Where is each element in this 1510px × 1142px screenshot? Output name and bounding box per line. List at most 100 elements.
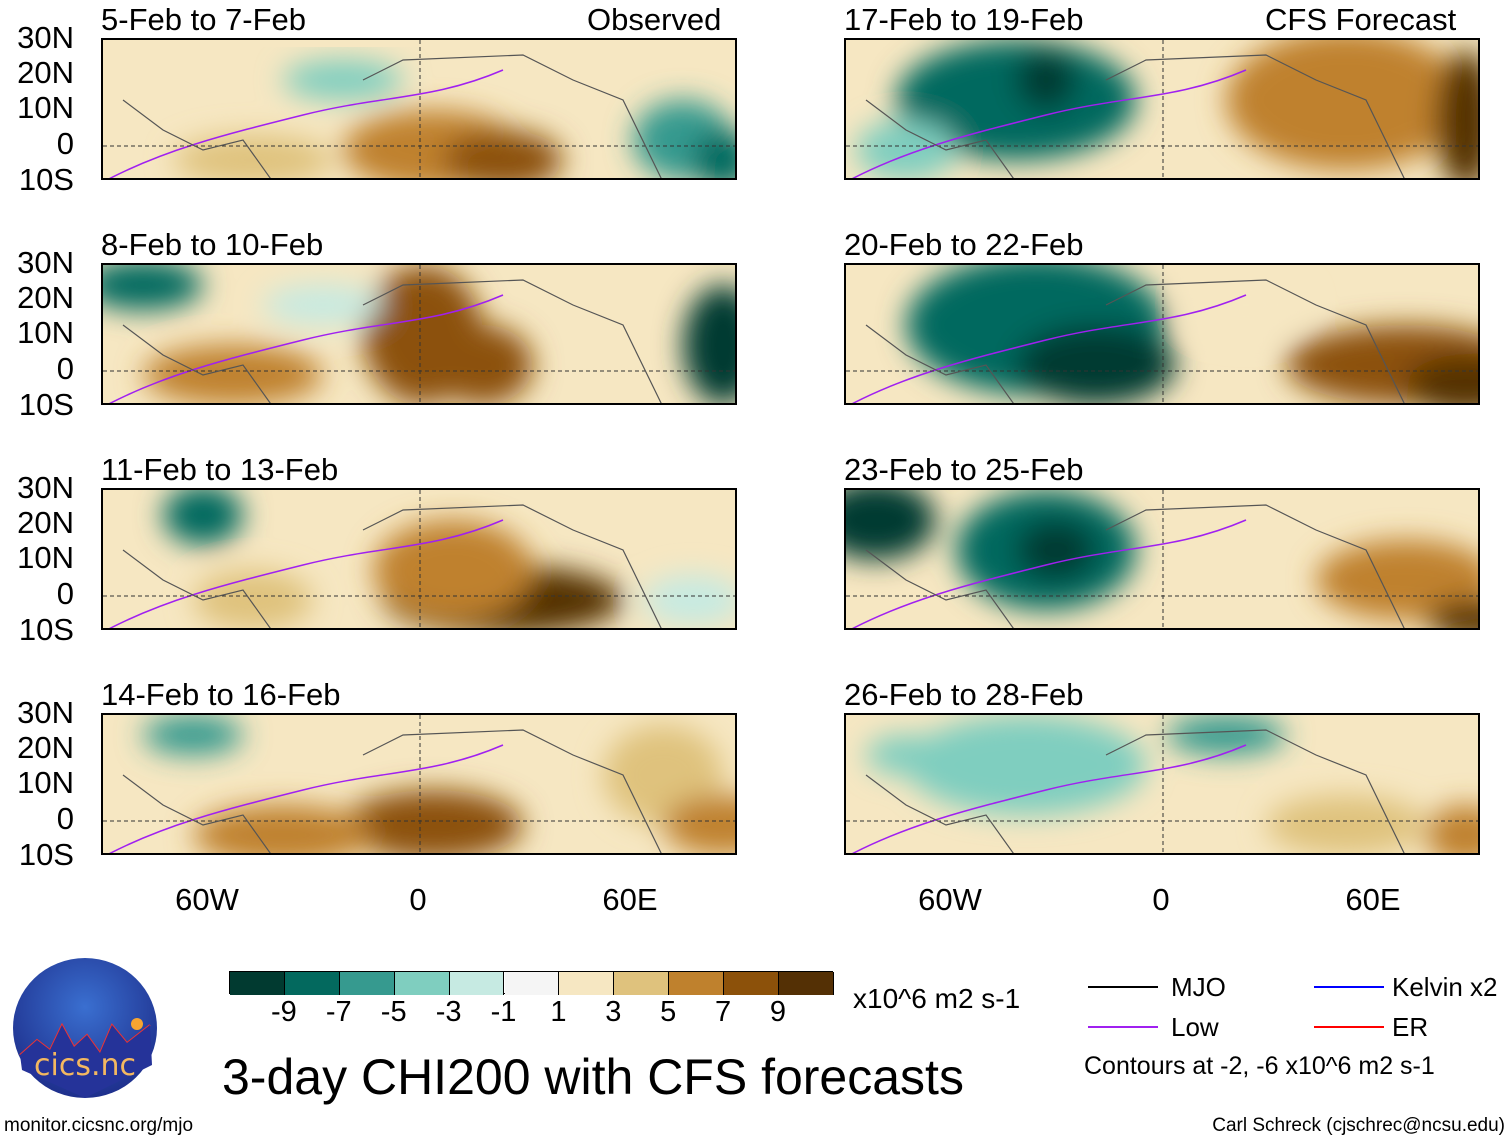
lat-tick: 20N [17, 730, 74, 765]
panel-tag: CFS Forecast [1265, 2, 1457, 37]
footer-url[interactable]: monitor.cicsnc.org/mjo [4, 1115, 194, 1136]
anomaly-region [343, 790, 523, 853]
anomaly-region [1426, 600, 1478, 628]
anomaly-region [1186, 275, 1306, 335]
lon-tick: 60W [918, 882, 982, 917]
legend-mjo: MJO [1171, 972, 1226, 1002]
anomaly-region [283, 60, 403, 100]
anomaly-region [193, 570, 313, 628]
lat-tick: 20N [17, 55, 74, 90]
anomaly-region [663, 795, 735, 853]
legend-er-line [1314, 1026, 1384, 1028]
lat-tick: 20N [17, 280, 74, 315]
lat-tick: 10S [18, 837, 74, 872]
map-panel [844, 713, 1480, 855]
legend-kelvin: Kelvin x2 [1392, 972, 1498, 1002]
colorbar-label: 3 [605, 996, 622, 1028]
anomaly-region [866, 735, 946, 775]
panel-tag: Observed [587, 2, 722, 37]
low-contour [109, 519, 504, 628]
coastline [122, 504, 662, 628]
map-panel [844, 263, 1480, 405]
colorbar-swatch [669, 972, 725, 995]
anomaly-region [1016, 325, 1176, 403]
low-contour [852, 519, 1247, 628]
map-panel [101, 263, 737, 405]
anomaly-region [193, 805, 373, 853]
colorbar-swatch [394, 972, 450, 995]
colorbar-label: -7 [325, 996, 352, 1028]
lat-tick: 0 [56, 576, 74, 611]
lat-tick: 10N [17, 90, 74, 125]
colorbar-swatch [284, 972, 340, 995]
lat-tick: 10S [18, 162, 74, 197]
coastline [865, 54, 1405, 178]
colorbar-swatch [504, 972, 560, 995]
anomaly-region [1226, 40, 1466, 170]
lat-tick: 30N [17, 470, 74, 505]
panel-title: 26-Feb to 28-Feb [844, 677, 1084, 712]
panel-title: 23-Feb to 25-Feb [844, 452, 1084, 487]
coastline [122, 279, 662, 403]
panel-title: 8-Feb to 10-Feb [101, 227, 324, 262]
anomaly-region [1436, 50, 1478, 178]
colorbar-swatch [230, 972, 285, 995]
colorbar-swatch [779, 972, 834, 995]
panel-title: 20-Feb to 22-Feb [844, 227, 1084, 262]
colorbar-label: -9 [270, 996, 297, 1028]
anomaly-region [1316, 540, 1478, 620]
colorbar-swatch [449, 972, 505, 995]
anomaly-region [263, 285, 383, 325]
low-contour [852, 69, 1247, 178]
legend-kelvin-line [1314, 986, 1384, 988]
contour-note: Contours at -2, -6 x10^6 m2 s-1 [1084, 1052, 1435, 1080]
map-panel [844, 38, 1480, 180]
anomaly-region [1266, 795, 1426, 853]
legend-low: Low [1171, 1012, 1219, 1042]
colorbar-swatch [724, 972, 779, 995]
panel-title: 17-Feb to 19-Feb [844, 2, 1084, 37]
colorbar-label: 1 [550, 996, 567, 1028]
anomaly-region [1426, 805, 1478, 853]
low-contour [852, 294, 1247, 403]
anomaly-region [896, 40, 1136, 160]
svg-text:cics.nc: cics.nc [34, 1048, 136, 1083]
anomaly-region [906, 715, 1146, 815]
coastline [122, 54, 662, 178]
anomaly-region [1016, 520, 1096, 580]
lat-tick: 10S [18, 387, 74, 422]
lat-tick: 0 [56, 351, 74, 386]
map-panel [844, 488, 1480, 630]
anomaly-region [163, 490, 243, 545]
anomaly-region [693, 130, 735, 178]
anomaly-region [103, 265, 203, 310]
lon-tick: 60E [602, 882, 658, 917]
lat-tick: 30N [17, 245, 74, 280]
lon-tick: 0 [1152, 882, 1170, 917]
colorbar-label: 9 [769, 996, 787, 1028]
anomaly-region [846, 490, 936, 560]
lon-tick: 60W [175, 882, 239, 917]
map-panel [101, 488, 737, 630]
legend-low-line [1088, 1026, 1158, 1028]
low-contour [109, 69, 504, 178]
anomaly-region [443, 130, 563, 178]
colorbar-swatch [559, 972, 615, 995]
lat-tick: 10N [17, 540, 74, 575]
anomaly-region [856, 120, 956, 178]
anomaly-region [643, 575, 735, 625]
colorbar-label: 5 [660, 996, 677, 1028]
colorbar-swatch [339, 972, 395, 995]
panel-title: 5-Feb to 7-Feb [101, 2, 307, 37]
lat-tick: 10N [17, 765, 74, 800]
cics-logo: cics.nc [12, 955, 158, 1101]
coastline [865, 504, 1405, 628]
colorbar-swatch [614, 972, 670, 995]
low-contour [109, 294, 504, 403]
low-contour [852, 744, 1247, 853]
low-contour [109, 744, 504, 853]
lat-tick: 20N [17, 505, 74, 540]
anomaly-region [143, 715, 243, 755]
colorbar-label: 7 [715, 996, 732, 1028]
